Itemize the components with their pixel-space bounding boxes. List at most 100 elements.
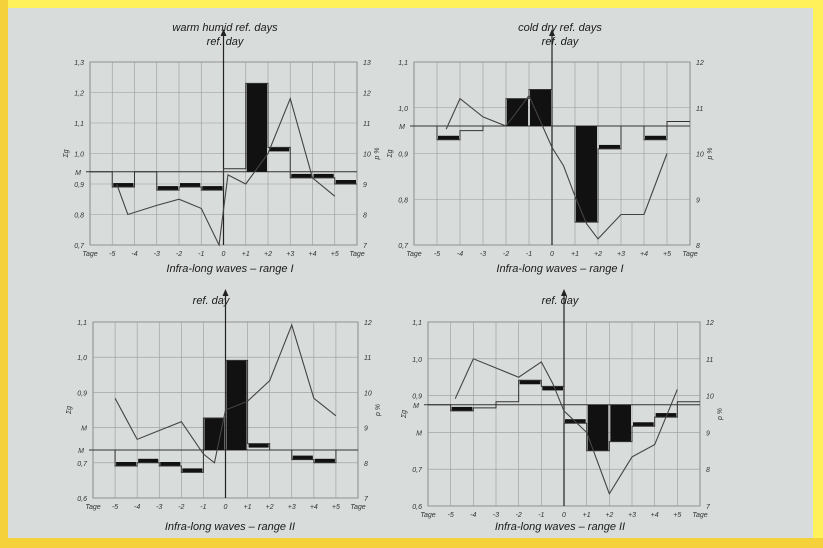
y-tick-label: 1,1 [74, 121, 84, 128]
x-tick-label: -2 [503, 251, 509, 258]
y2-tick-label: 8 [696, 243, 700, 250]
sigma-bar [204, 418, 225, 450]
x-tick-label: Tage [85, 504, 100, 511]
sigma-bar [182, 468, 203, 473]
x-tick-label: -3 [156, 504, 162, 511]
y2-tick-label: 8 [364, 461, 368, 468]
y2-tick-label: 11 [363, 121, 370, 128]
x-tick-label: Tage [406, 251, 421, 258]
y2-tick-label: 8 [706, 467, 710, 474]
sigma-bar [530, 89, 551, 127]
sigma-bar [599, 144, 620, 149]
p-series-line [114, 323, 337, 464]
y-axis-label: Σg [387, 149, 394, 158]
sigma-bar [202, 186, 223, 191]
y2-tick-label: 10 [696, 152, 704, 159]
sigma-step-line [428, 379, 700, 452]
x-tick-label: Tage [420, 512, 435, 519]
sigma-bar [645, 135, 666, 140]
y-tick-label: 0,7 [412, 467, 423, 474]
y2-tick-label: 12 [364, 320, 372, 327]
sigma-bar [335, 180, 356, 184]
y-tick-label: 0,8 [398, 197, 408, 204]
mean-label: M [413, 403, 419, 410]
chart-panel-4: ref. day 1,1 12 1,0 11 0,9 10 M 9 0,7 8 0,6 7 Σg p % T… [400, 288, 823, 548]
y2-tick-label: 8 [363, 213, 367, 220]
y-tick-label: 1,1 [398, 60, 408, 67]
x-tick-label: -4 [470, 512, 476, 519]
mean-label: M [399, 124, 405, 131]
y-tick-label: 1,1 [77, 320, 87, 327]
chart-title: cold dry ref. days [518, 22, 602, 34]
y-tick-label: 1,1 [412, 320, 422, 327]
sigma-bar [576, 126, 597, 223]
y2-tick-label: 10 [364, 390, 372, 397]
y-tick-label: 0,7 [74, 243, 85, 250]
x-tick-label: +3 [617, 251, 625, 258]
y2-axis-label: p % [375, 404, 382, 417]
x-tick-label: +5 [663, 251, 671, 258]
x-tick-label: -4 [457, 251, 463, 258]
y-tick-label: 0,9 [398, 152, 408, 159]
sigma-bar [610, 404, 631, 442]
chart-subtitle: ref. day [192, 295, 230, 307]
x-tick-label: -5 [109, 251, 115, 258]
sigma-bar [313, 173, 334, 178]
sigma-step-line [93, 359, 358, 473]
sigma-bar [269, 147, 290, 152]
x-tick-label: +4 [640, 251, 648, 258]
y-tick-label: M [416, 430, 422, 437]
sigma-bar [542, 386, 563, 391]
x-tick-label: +2 [266, 504, 274, 511]
sigma-bar [291, 173, 312, 178]
x-tick-label: +5 [673, 512, 681, 519]
y-tick-label: 0,8 [74, 213, 84, 220]
y2-tick-label: 7 [706, 504, 711, 511]
x-tick-label: -4 [131, 251, 137, 258]
sigma-bar [451, 406, 473, 411]
x-tick-label: -1 [198, 251, 204, 258]
ref-day-arrow [561, 289, 567, 296]
chart-caption: Infra-long waves – range I [166, 263, 294, 275]
chart-subtitle: ref. day [541, 295, 579, 307]
chart-plot: 1,1 12 1,0 11 0,9 10 0,8 9 0,7 8 Σg p % Tage -5 -4 -3 -2… [387, 29, 714, 258]
y-tick-label: M [81, 426, 87, 433]
x-tick-label: -4 [134, 504, 140, 511]
y2-tick-label: 12 [363, 91, 371, 98]
y-tick-label: 0,6 [77, 496, 87, 503]
x-tick-label: -5 [448, 512, 454, 519]
sigma-step-line [90, 82, 357, 191]
x-tick-label: -2 [178, 504, 184, 511]
ref-day-arrow [549, 29, 555, 36]
y2-tick-label: 13 [363, 60, 371, 67]
y2-tick-label: 9 [363, 182, 367, 189]
y-tick-label: 1,0 [77, 355, 87, 362]
mean-label: M [75, 170, 81, 177]
sigma-bar [519, 380, 541, 385]
x-tick-label: +3 [288, 504, 296, 511]
sigma-bar [655, 413, 677, 418]
ref-day-arrow [222, 289, 229, 296]
x-tick-label: +1 [571, 251, 579, 258]
x-tick-label: Tage [82, 251, 97, 258]
y-tick-label: 1,3 [74, 60, 84, 67]
y-tick-label: 0,9 [412, 394, 422, 401]
sigma-bar [633, 422, 654, 427]
x-tick-label: +3 [286, 251, 294, 258]
x-tick-label: +3 [628, 512, 636, 519]
x-tick-label: -3 [493, 512, 499, 519]
y-axis-label: Σg [63, 149, 70, 158]
x-tick-label: -5 [434, 251, 440, 258]
x-tick-label: +5 [332, 504, 340, 511]
sigma-bar [180, 183, 201, 188]
y-tick-label: 1,0 [398, 106, 408, 113]
y2-tick-label: 10 [706, 394, 714, 401]
y-tick-label: 1,2 [74, 91, 84, 98]
sigma-bar [314, 458, 335, 463]
y-tick-label: 0,9 [77, 390, 87, 397]
x-tick-label: +4 [309, 251, 317, 258]
x-tick-label: +1 [583, 512, 591, 519]
y2-tick-label: 10 [363, 152, 371, 159]
x-tick-label: +1 [244, 504, 252, 511]
chart-plot: 1,3 13 1,2 12 1,1 11 1,0 10 0,9 9 0,8 8 0,7 7 Σg p % Tag… [63, 29, 381, 258]
